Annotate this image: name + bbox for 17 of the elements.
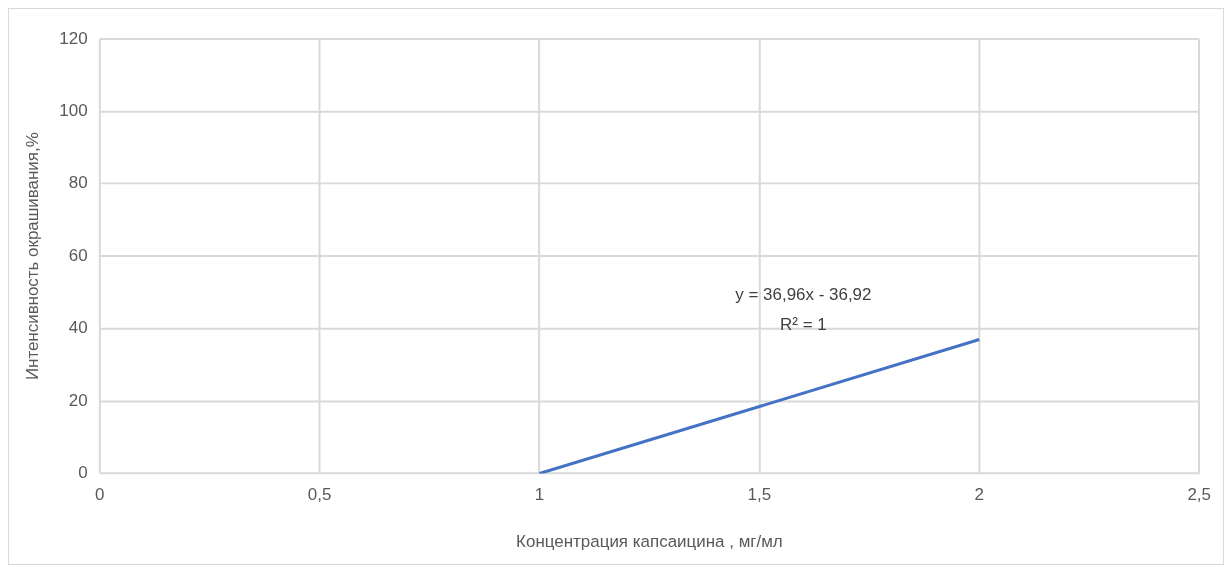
x-axis-title: Концентрация капсаицина , мг/мл	[516, 531, 783, 551]
y-axis-title: Интенсивность окрашивания,%	[22, 132, 42, 381]
y-tick-label: 80	[68, 173, 88, 193]
x-tick-label: 1,5	[747, 485, 772, 505]
y-tick-label: 0	[78, 463, 88, 483]
y-tick-label: 60	[68, 245, 88, 265]
y-tick-label: 100	[59, 101, 88, 120]
x-tick-label: 0,5	[307, 485, 332, 505]
x-tick-label: 0	[94, 485, 105, 505]
y-tick-label: 20	[68, 390, 88, 410]
annotation: y = 36,96x - 36,92	[735, 285, 872, 304]
y-tick-label: 40	[68, 318, 88, 338]
x-tick-label: 2,5	[1187, 485, 1212, 505]
y-tick-label: 120	[59, 28, 88, 48]
x-tick-label: 2	[974, 485, 985, 505]
x-tick-label: 1	[534, 485, 545, 505]
annotation: R² = 1	[780, 314, 827, 334]
